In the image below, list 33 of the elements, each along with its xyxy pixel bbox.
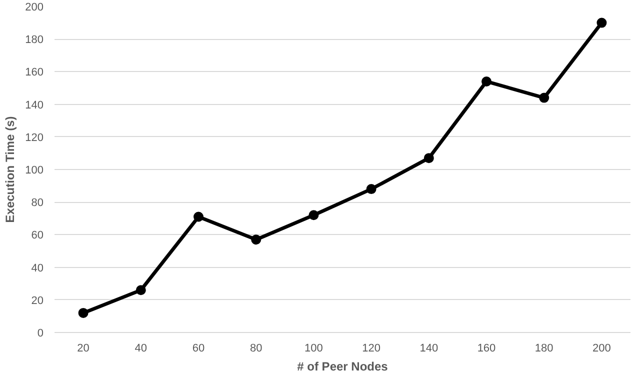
y-tick-label: 180 <box>25 34 44 46</box>
y-tick-label: 60 <box>31 230 44 242</box>
x-tick-label: 140 <box>420 342 438 354</box>
point <box>482 76 492 86</box>
y-tick-label: 140 <box>25 99 44 112</box>
y-axis-title: Execution Time (s) <box>3 116 18 223</box>
x-tick-label: 20 <box>77 342 90 354</box>
x-tick-label: 160 <box>477 342 496 354</box>
x-tick-label: 100 <box>304 342 323 354</box>
y-tick-label: 40 <box>31 262 44 274</box>
y-tick-label: 100 <box>25 164 44 176</box>
point <box>136 285 146 296</box>
x-tick-label: 40 <box>134 342 148 354</box>
y-tick-label: 200 <box>25 2 44 14</box>
x-tick-label: 200 <box>592 342 611 354</box>
point <box>251 234 262 245</box>
point <box>424 153 434 164</box>
point <box>78 308 88 318</box>
point <box>366 184 376 194</box>
y-tick-label: 160 <box>25 66 44 79</box>
point <box>596 18 607 28</box>
x-tick-label: 120 <box>362 342 380 354</box>
y-tick-label: 20 <box>31 294 44 307</box>
y-tick-label: 0 <box>37 328 44 340</box>
x-tick-label: 60 <box>192 342 205 354</box>
x-tick-label: 80 <box>250 342 262 354</box>
x-tick-label: 180 <box>534 342 554 354</box>
point <box>194 212 204 222</box>
point <box>308 210 319 220</box>
y-tick-label: 80 <box>31 197 44 210</box>
y-tick-label: 120 <box>25 132 44 144</box>
point <box>539 92 550 103</box>
x-axis-title: # of Peer Nodes <box>297 360 388 374</box>
